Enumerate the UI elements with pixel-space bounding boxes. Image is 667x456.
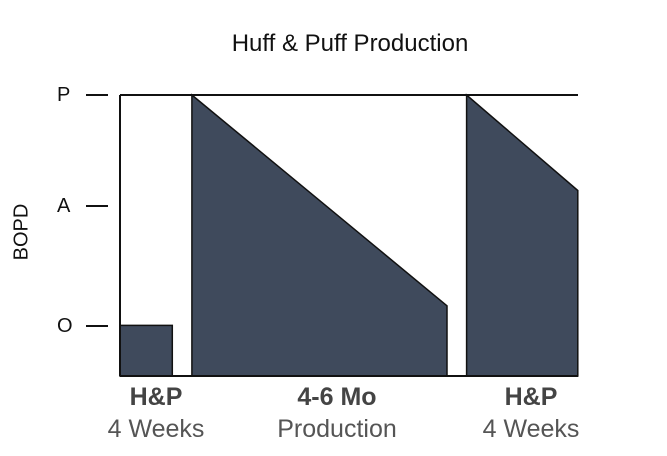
- tick-label-o: O: [57, 315, 73, 337]
- phase-duration: Production: [277, 415, 397, 443]
- y-axis-label: BOPD: [10, 203, 33, 261]
- tick-label-p: P: [57, 84, 71, 106]
- phase-label-hp-2: H&P 4 Weeks: [451, 382, 611, 446]
- phase-duration: 4 Weeks: [482, 415, 580, 443]
- production-segment-3: [465, 93, 579, 377]
- production-segment-1: [119, 324, 174, 377]
- chart-title: Huff & Puff Production: [231, 30, 469, 57]
- phase-title: H&P: [504, 383, 558, 411]
- production-segment-2: [191, 93, 448, 377]
- phase-title: 4-6 Mo: [297, 383, 377, 411]
- chart-marks: [119, 93, 579, 377]
- phase-label-production: 4-6 Mo Production: [257, 382, 417, 446]
- phase-label-hp-1: H&P 4 Weeks: [76, 382, 236, 446]
- phase-title: H&P: [129, 383, 183, 411]
- phase-duration: 4 Weeks: [107, 415, 205, 443]
- tick-label-a: A: [57, 195, 71, 217]
